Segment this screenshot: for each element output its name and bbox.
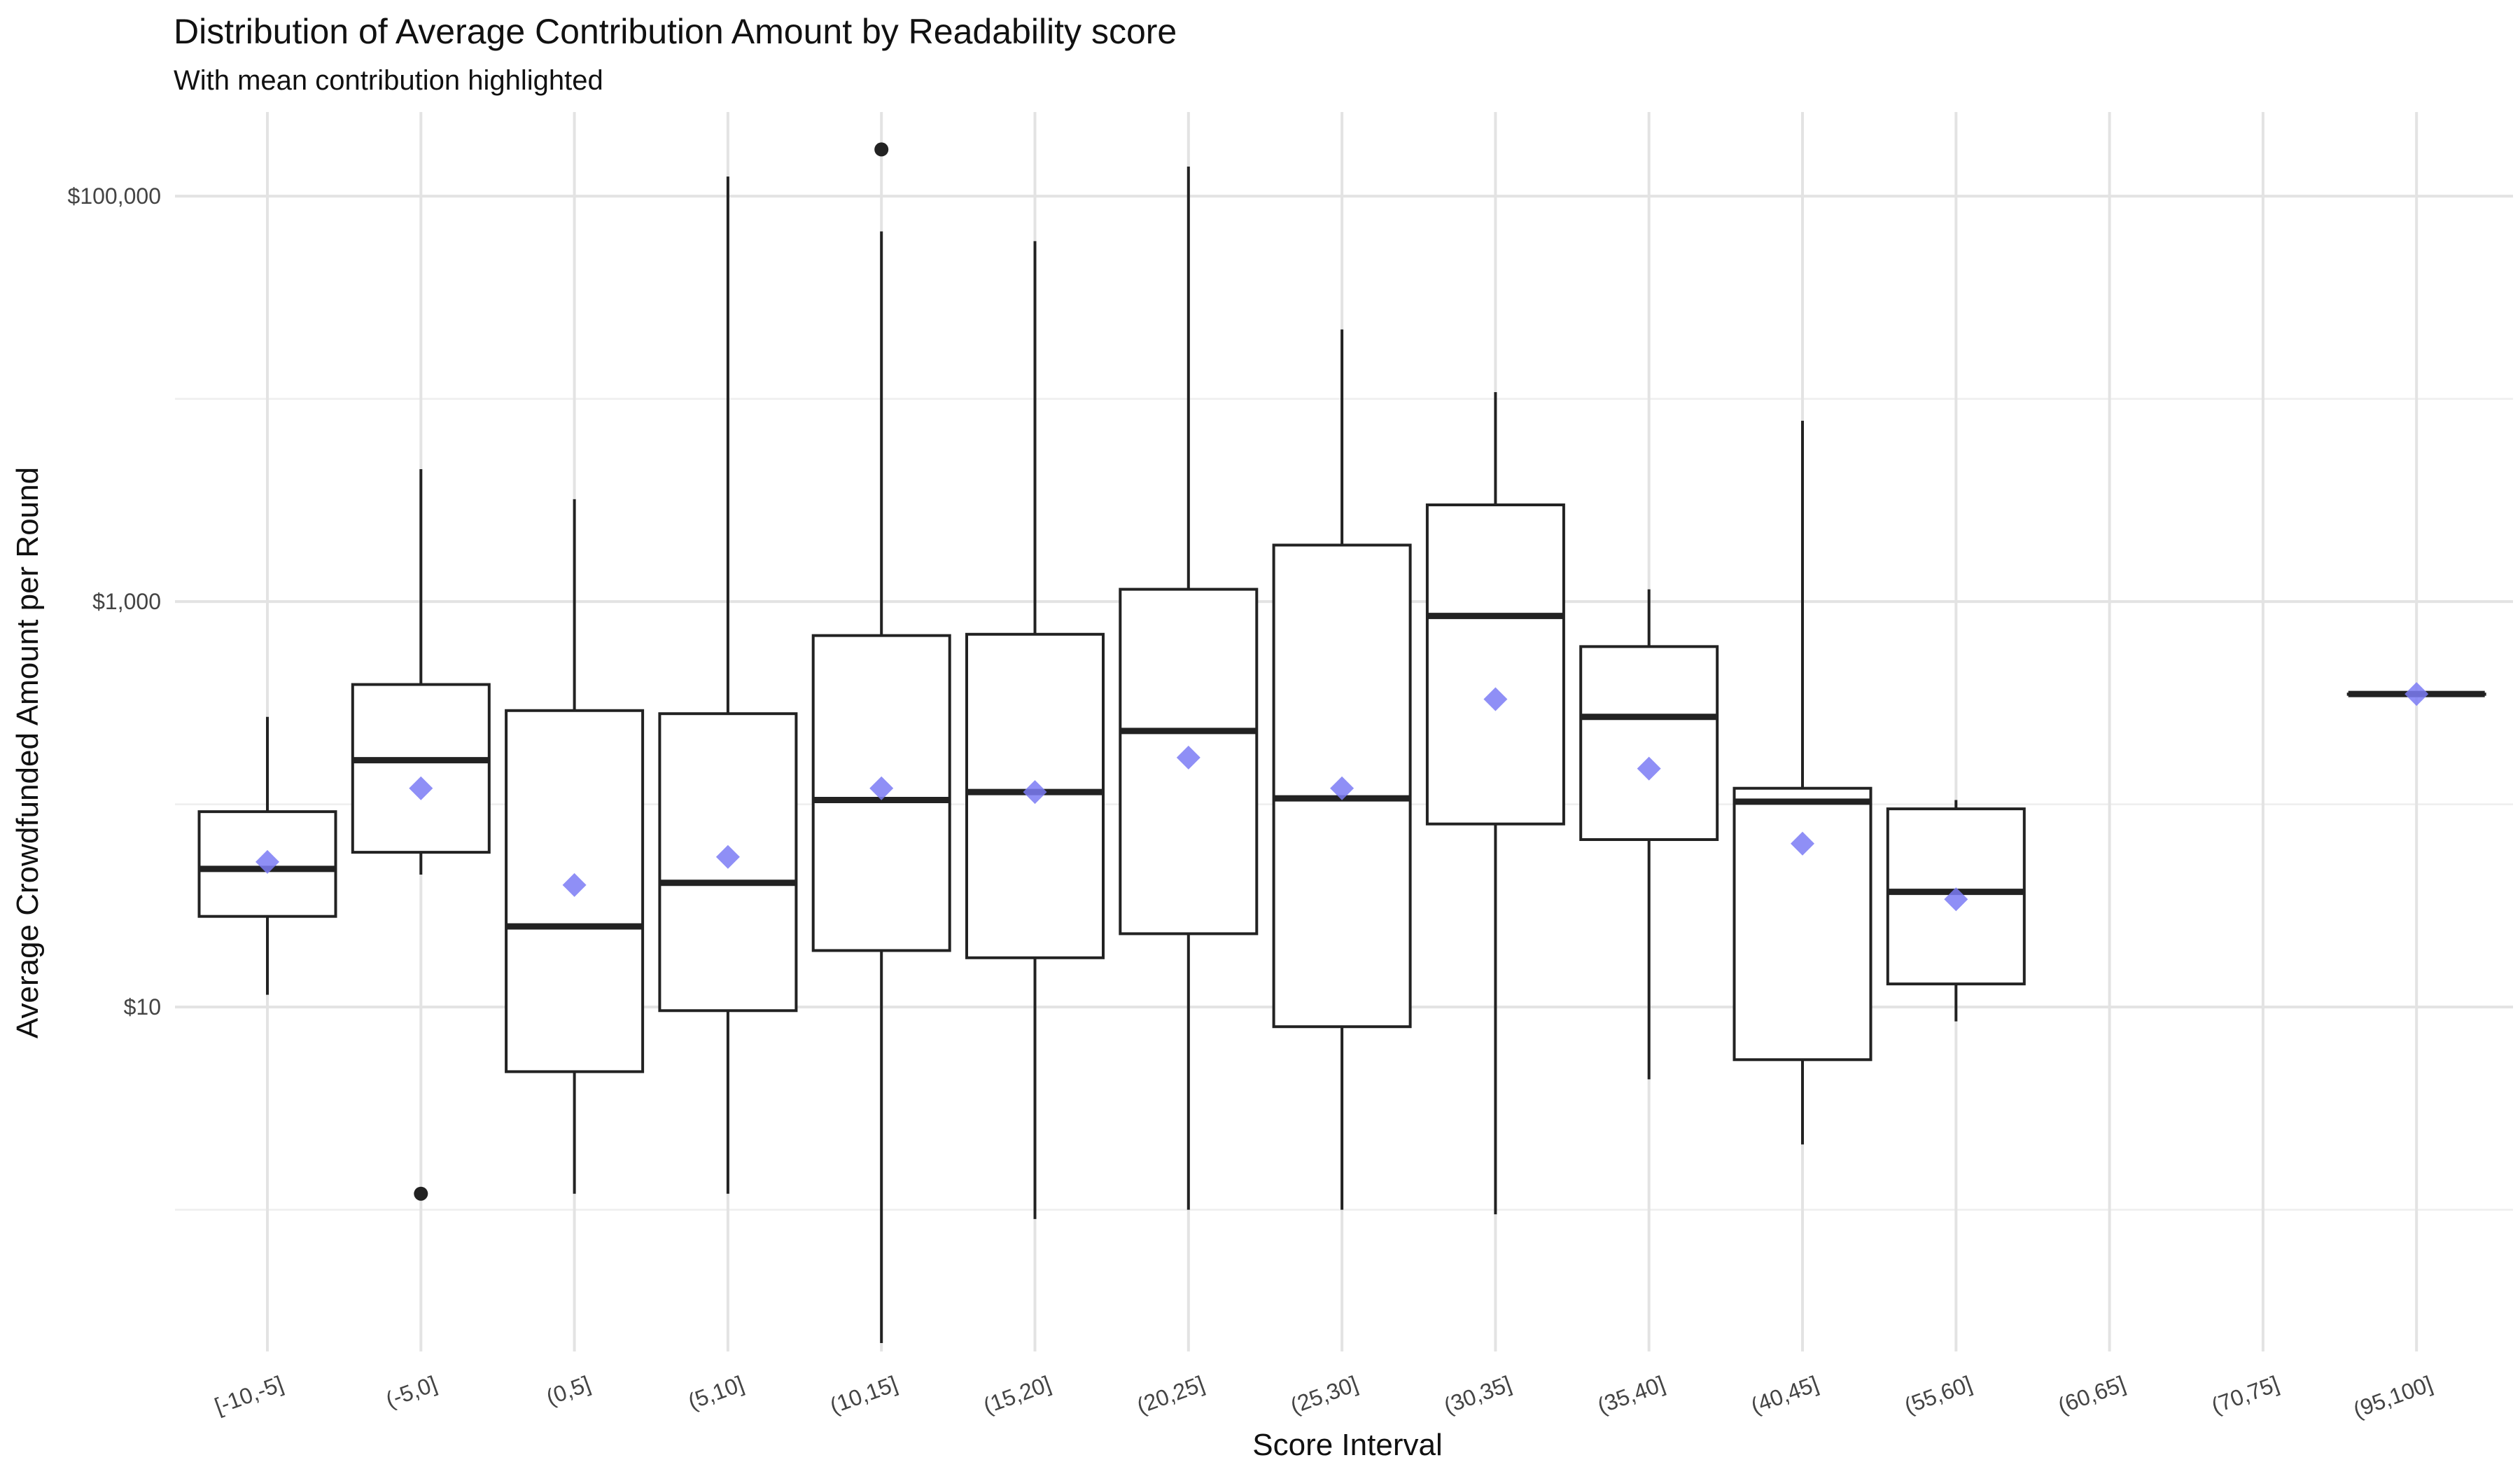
box-8: [1425, 391, 1565, 1215]
mean-marker: [1176, 745, 1200, 770]
x-tick-label: (55,60]: [1901, 1371, 1975, 1419]
x-tick-label: (40,45]: [1747, 1371, 1821, 1419]
marks-layer: [197, 142, 2486, 1344]
x-tick-label: (30,35]: [1441, 1371, 1515, 1419]
mean-marker: [1637, 756, 1661, 781]
mean-marker: [715, 844, 740, 869]
box-6: [1119, 166, 1259, 1210]
chart-title: Distribution of Average Contribution Amo…: [174, 12, 1177, 51]
mean-marker: [562, 872, 587, 897]
x-tick-label: (0,5]: [543, 1371, 594, 1410]
box-3: [658, 176, 798, 1194]
mean-marker: [1330, 776, 1354, 800]
box-14: [2346, 682, 2486, 707]
mean-marker: [2404, 682, 2429, 707]
box-iqr: [351, 683, 491, 854]
mean-marker: [1023, 780, 1047, 805]
box-1: [351, 469, 491, 1201]
x-tick-label: (35,40]: [1594, 1371, 1668, 1419]
box-iqr: [811, 634, 951, 952]
box-2: [505, 499, 645, 1194]
box-0: [197, 716, 337, 995]
box-11: [1886, 800, 2026, 1022]
outlier-point: [414, 1186, 428, 1201]
y-axis-title: Average Crowdfunded Amount per Round: [10, 467, 45, 1038]
mean-marker: [255, 849, 279, 874]
x-tick-label: (5,10]: [685, 1371, 747, 1414]
x-tick-label: [-10,-5]: [211, 1371, 287, 1419]
outlier-point: [874, 142, 889, 157]
x-tick-label: (70,75]: [2208, 1371, 2282, 1419]
y-tick-label: $1,000: [92, 589, 161, 614]
x-tick-label: (60,65]: [2054, 1371, 2129, 1419]
mean-marker: [1944, 887, 1968, 912]
mean-marker: [1483, 687, 1508, 711]
x-tick-label: (20,25]: [1133, 1371, 1208, 1419]
x-tick-label: (10,15]: [827, 1371, 901, 1419]
x-tick-label: (95,100]: [2350, 1371, 2436, 1423]
x-tick-label: (-5,0]: [382, 1371, 440, 1412]
box-iqr: [505, 709, 645, 1073]
box-iqr: [1579, 645, 1719, 841]
x-tick-label: (15,20]: [980, 1371, 1054, 1419]
box-iqr: [1425, 503, 1565, 826]
box-10: [1732, 420, 1872, 1145]
y-tick-label: $10: [124, 994, 161, 1020]
mean-marker: [869, 776, 894, 800]
mean-marker: [1791, 831, 1814, 856]
x-axis-title: Score Interval: [1252, 1428, 1442, 1462]
x-tick-label: (25,30]: [1287, 1371, 1362, 1419]
box-5: [965, 241, 1105, 1219]
chart-subtitle: With mean contribution highlighted: [174, 65, 603, 96]
box-7: [1272, 329, 1412, 1210]
box-9: [1579, 589, 1719, 1080]
y-tick-label: $100,000: [68, 183, 161, 209]
box-4: [811, 142, 951, 1344]
mean-marker: [409, 776, 433, 800]
box-iqr: [1732, 786, 1872, 1062]
